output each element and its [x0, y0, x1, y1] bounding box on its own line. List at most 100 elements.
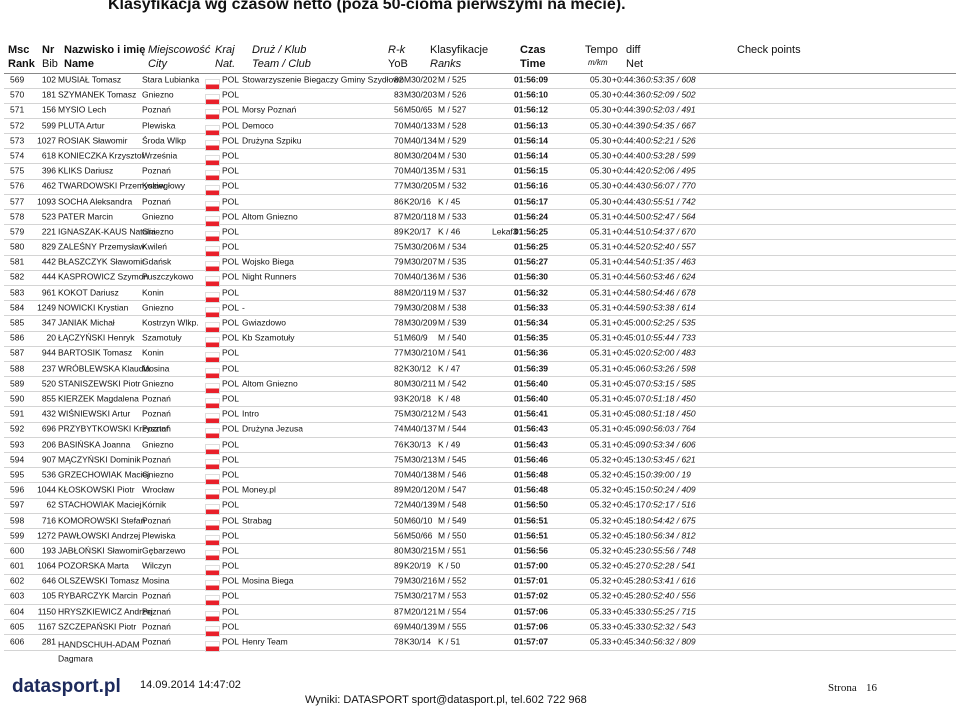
net: 0:51:18 / 450	[646, 393, 696, 404]
yob: 50	[394, 515, 404, 525]
tempo: 05.31	[590, 256, 612, 267]
tempo: 05.31	[590, 347, 612, 358]
team: Drużyna Szpiku	[242, 135, 302, 146]
yob: 89	[394, 560, 404, 571]
nat: POL	[222, 256, 240, 267]
city: Szamotuły	[142, 332, 182, 343]
name: PAWŁOWSKI Andrzej	[58, 530, 141, 541]
column-header: Czas	[520, 44, 546, 56]
ranks: M / 535	[438, 256, 467, 267]
category: M30/205	[404, 180, 438, 191]
ranks: K / 46	[438, 226, 461, 237]
row-separator	[4, 497, 956, 499]
tempo: 05.30	[590, 104, 612, 115]
bib: 156	[41, 104, 56, 115]
yob: 87	[394, 211, 404, 222]
diff: +0:44:50	[612, 211, 646, 222]
bib: 646	[41, 575, 56, 586]
tempo: 05.30	[590, 89, 612, 100]
time: 01:56:24	[514, 211, 549, 222]
name: MĄCZYŃSKI Dominik	[58, 454, 141, 465]
time: 01:57:02	[514, 590, 549, 601]
flag	[205, 549, 220, 561]
city: Gniezno	[142, 302, 174, 313]
tempo: 05.32	[590, 590, 612, 601]
row-separator	[4, 102, 956, 104]
time: 01:56:34	[514, 317, 549, 328]
ranks: M / 529	[438, 135, 467, 146]
ranks: M / 541	[438, 347, 467, 358]
nat: POL	[222, 104, 240, 115]
category: M30/203	[404, 89, 438, 100]
tempo: 05.32	[590, 499, 612, 510]
row-separator	[4, 254, 956, 256]
time: 01:56:39	[514, 363, 549, 374]
category: M20/119	[404, 287, 437, 298]
row-separator	[4, 376, 956, 378]
net: 0:51:18 / 450	[646, 408, 696, 419]
flag	[205, 428, 220, 440]
yob: 70	[394, 120, 404, 131]
name: STACHOWIAK Maciej	[58, 499, 142, 510]
diff: +0:44:43	[612, 180, 646, 191]
nat: POL	[222, 530, 240, 541]
tempo: 05.31	[590, 378, 612, 389]
rank: 598	[10, 515, 25, 525]
ranks: M / 528	[438, 120, 467, 131]
net: 0:55:25 / 715	[646, 606, 696, 617]
diff: +0:44:42	[612, 165, 646, 176]
team: Wojsko Biega	[242, 256, 294, 267]
category: M40/139	[404, 499, 438, 510]
time: 01:57:00	[514, 560, 549, 571]
category: M30/202	[404, 74, 438, 85]
tempo: 05.31	[590, 408, 612, 419]
net: 0:52:25 / 535	[646, 317, 696, 328]
bib: 1167	[37, 621, 56, 632]
city: Gdańsk	[142, 256, 172, 267]
tempo: 05.31	[590, 226, 612, 237]
net: 0:53:38 / 614	[646, 302, 696, 313]
yob: 74	[394, 423, 404, 434]
diff: +0:45:07	[612, 393, 646, 404]
bib: 347	[41, 317, 56, 328]
rank: 585	[10, 317, 25, 328]
diff: +0:45:15	[612, 469, 646, 480]
nat: POL	[222, 135, 240, 146]
tempo: 05.32	[590, 469, 612, 480]
bib: 62	[46, 499, 56, 510]
name: TWARDOWSKI Przemysław	[58, 180, 166, 191]
ranks: M / 540	[438, 332, 467, 343]
bib: 716	[41, 515, 56, 525]
name: HANDSCHUH-ADAM Dagmara	[58, 639, 140, 664]
date: 14.09.2014 14:47:02	[140, 679, 241, 691]
row-separator	[4, 224, 956, 226]
nat: POL	[222, 332, 240, 343]
yob: 77	[394, 347, 404, 358]
nat: POL	[222, 590, 240, 601]
city: Poznań	[142, 423, 171, 434]
yob: 72	[394, 499, 404, 510]
time: 01:57:06	[514, 606, 549, 617]
city: Poznań	[142, 408, 171, 419]
city: Puszczykowo	[142, 271, 194, 282]
page-number: 16	[866, 682, 877, 694]
tempo: 05.32	[590, 530, 612, 541]
yob: 79	[394, 256, 404, 267]
diff: +0:44:40	[612, 135, 646, 146]
city: Poznań	[142, 104, 171, 115]
column-header: R-k	[388, 44, 406, 56]
city: Mosina	[142, 575, 170, 586]
ranks: M / 550	[438, 530, 467, 541]
flag	[205, 534, 220, 546]
row-separator	[4, 163, 956, 165]
net: 0:53:41 / 616	[646, 575, 696, 586]
header-line	[4, 73, 956, 74]
ranks: M / 531	[438, 165, 467, 176]
city: Koziegłowy	[142, 180, 185, 191]
category: M40/138	[404, 469, 438, 480]
time: 01:56:10	[514, 89, 549, 100]
team: Henry Team	[242, 636, 288, 647]
yob: 82	[394, 363, 404, 374]
column-header: Net	[626, 58, 644, 70]
page-label: Strona	[828, 682, 857, 694]
